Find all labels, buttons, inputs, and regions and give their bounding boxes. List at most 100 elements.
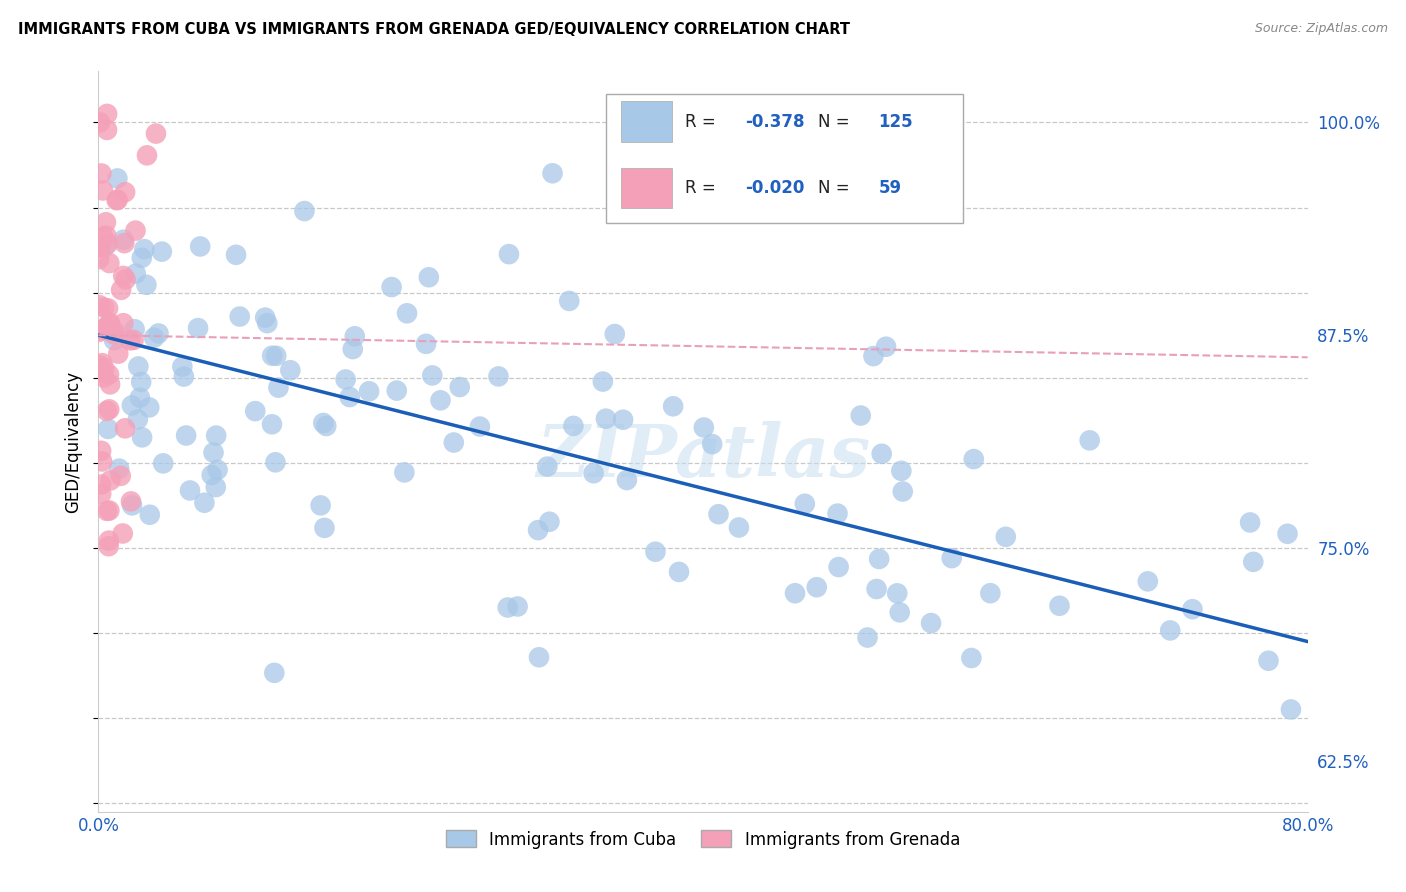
Point — [112, 233, 135, 247]
Point — [96, 228, 118, 243]
Point — [97, 236, 120, 251]
Point — [1049, 599, 1071, 613]
Point — [612, 413, 634, 427]
Point — [105, 193, 128, 207]
Point — [1078, 434, 1101, 448]
Point — [468, 419, 491, 434]
Point — [89, 298, 111, 312]
Point — [93, 323, 115, 337]
Point — [381, 280, 404, 294]
Point — [121, 398, 143, 412]
Point — [865, 582, 887, 596]
Point — [103, 325, 125, 339]
Point — [138, 401, 160, 415]
Point — [94, 320, 117, 334]
Point — [139, 508, 162, 522]
Point — [1136, 574, 1159, 589]
Point — [179, 483, 201, 498]
Point — [418, 270, 440, 285]
Point — [979, 586, 1001, 600]
Text: N =: N = — [818, 112, 855, 131]
Point — [562, 418, 585, 433]
Point — [395, 306, 418, 320]
Point — [920, 616, 942, 631]
Point — [849, 409, 872, 423]
Point — [263, 665, 285, 680]
Text: IMMIGRANTS FROM CUBA VS IMMIGRANTS FROM GRENADA GED/EQUIVALENCY CORRELATION CHAR: IMMIGRANTS FROM CUBA VS IMMIGRANTS FROM … — [18, 22, 851, 37]
Point — [110, 468, 132, 483]
Point — [385, 384, 408, 398]
Point — [114, 185, 136, 199]
Point — [90, 240, 112, 254]
Point — [124, 322, 146, 336]
Bar — [621, 101, 672, 142]
Point — [96, 504, 118, 518]
Point — [90, 166, 112, 180]
Point — [806, 580, 828, 594]
Point — [135, 277, 157, 292]
Point — [94, 215, 117, 229]
Point — [862, 349, 884, 363]
Point — [97, 422, 120, 436]
Point — [309, 499, 332, 513]
Point — [941, 551, 963, 566]
Point — [536, 459, 558, 474]
Point — [994, 530, 1017, 544]
Point — [314, 521, 336, 535]
Point — [245, 404, 267, 418]
Point — [264, 455, 287, 469]
Point — [145, 127, 167, 141]
Point — [443, 435, 465, 450]
Point — [527, 650, 550, 665]
Text: 125: 125 — [879, 112, 912, 131]
Point — [90, 487, 112, 501]
Point — [702, 437, 724, 451]
Point — [148, 326, 170, 341]
Point — [875, 340, 897, 354]
Point — [91, 184, 114, 198]
Point — [112, 316, 135, 330]
Point — [129, 375, 152, 389]
Legend: Immigrants from Cuba, Immigrants from Grenada: Immigrants from Cuba, Immigrants from Gr… — [439, 823, 967, 855]
Point — [93, 361, 115, 376]
Point — [527, 523, 550, 537]
FancyBboxPatch shape — [606, 94, 963, 223]
Point — [98, 256, 121, 270]
Point — [868, 552, 890, 566]
Point — [449, 380, 471, 394]
Point — [98, 503, 121, 517]
Point — [134, 242, 156, 256]
Point — [856, 631, 879, 645]
Point — [98, 402, 121, 417]
Point — [188, 239, 211, 253]
Text: 59: 59 — [879, 179, 901, 197]
Point — [98, 316, 121, 330]
Point — [103, 327, 125, 342]
Point — [89, 365, 111, 379]
Point — [150, 244, 173, 259]
Point — [120, 494, 142, 508]
Point — [394, 466, 416, 480]
Point — [538, 515, 561, 529]
Point — [121, 499, 143, 513]
Point — [225, 248, 247, 262]
Point — [120, 334, 142, 348]
Text: N =: N = — [818, 179, 855, 197]
Point — [205, 428, 228, 442]
Point — [342, 342, 364, 356]
Point — [420, 368, 443, 383]
Point — [207, 463, 229, 477]
Point — [127, 359, 149, 374]
Point — [343, 329, 366, 343]
Text: ZIPatlas: ZIPatlas — [536, 421, 870, 491]
Point — [339, 390, 361, 404]
Point — [125, 267, 148, 281]
Point — [201, 468, 224, 483]
Point — [294, 204, 316, 219]
Point — [644, 545, 666, 559]
Point — [1277, 526, 1299, 541]
Point — [256, 316, 278, 330]
Point — [97, 301, 120, 316]
Point — [582, 467, 605, 481]
Point — [97, 539, 120, 553]
